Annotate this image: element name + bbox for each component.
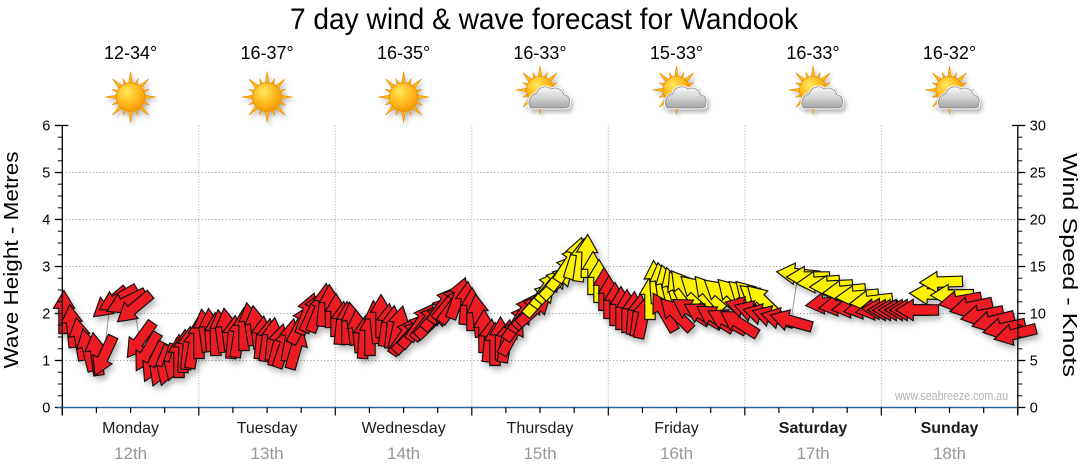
svg-text:12th: 12th <box>114 444 147 463</box>
svg-text:16-33°: 16-33° <box>513 43 566 63</box>
svg-text:16th: 16th <box>660 444 693 463</box>
svg-text:3: 3 <box>42 260 50 276</box>
svg-text:7 day wind & wave forecast for: 7 day wind & wave forecast for Wandook <box>290 3 799 36</box>
svg-text:Saturday: Saturday <box>779 420 848 437</box>
svg-text:0: 0 <box>42 401 50 417</box>
svg-text:5: 5 <box>42 166 50 182</box>
svg-text:13th: 13th <box>251 444 284 463</box>
svg-text:16-37°: 16-37° <box>240 43 293 63</box>
svg-text:0: 0 <box>1030 401 1038 417</box>
svg-text:15: 15 <box>1030 260 1046 276</box>
svg-text:12-34°: 12-34° <box>104 43 157 63</box>
svg-text:Sunday: Sunday <box>921 420 979 437</box>
svg-text:Friday: Friday <box>654 420 698 437</box>
svg-text:14th: 14th <box>387 444 420 463</box>
svg-text:6: 6 <box>42 119 50 135</box>
svg-text:16-33°: 16-33° <box>786 43 839 63</box>
svg-text:5: 5 <box>1030 354 1038 370</box>
svg-text:17th: 17th <box>796 444 829 463</box>
svg-text:15th: 15th <box>523 444 556 463</box>
svg-text:1: 1 <box>42 354 50 370</box>
svg-text:4: 4 <box>42 213 50 229</box>
svg-text:Monday: Monday <box>102 420 159 437</box>
svg-text:Wednesday: Wednesday <box>361 420 445 437</box>
svg-text:30: 30 <box>1030 119 1046 135</box>
svg-text:www.seabreeze.com.au: www.seabreeze.com.au <box>894 389 1008 403</box>
svg-text:16-32°: 16-32° <box>923 43 976 63</box>
svg-text:25: 25 <box>1030 166 1046 182</box>
svg-text:Wave Height - Metres: Wave Height - Metres <box>1 152 23 369</box>
svg-text:Tuesday: Tuesday <box>237 420 298 437</box>
svg-text:Thursday: Thursday <box>507 420 574 437</box>
svg-text:Wind Speed - Knots: Wind Speed - Knots <box>1058 153 1080 377</box>
svg-text:20: 20 <box>1030 213 1046 229</box>
svg-text:18th: 18th <box>933 444 966 463</box>
svg-text:10: 10 <box>1030 307 1046 323</box>
svg-text:15-33°: 15-33° <box>650 43 703 63</box>
svg-text:2: 2 <box>42 307 50 323</box>
svg-text:16-35°: 16-35° <box>377 43 430 63</box>
